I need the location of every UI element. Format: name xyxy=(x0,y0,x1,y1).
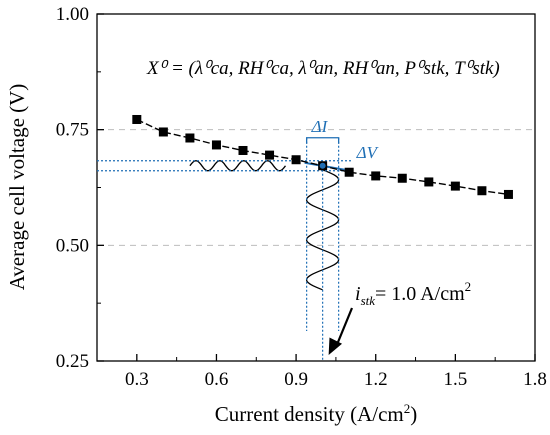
x-tick-label: 1.2 xyxy=(364,369,388,390)
i-stk-label: istk= 1.0 A/cm2 xyxy=(355,279,471,308)
data-point xyxy=(344,167,354,177)
x-axis-label-superscript: 2 xyxy=(404,401,411,416)
i-stk-subscript: stk xyxy=(361,293,376,308)
i-stk-unit-superscript: 2 xyxy=(465,279,472,294)
data-point xyxy=(265,150,275,160)
x-tick-label: 0.6 xyxy=(205,369,229,390)
data-point xyxy=(158,127,168,137)
data-point xyxy=(477,186,487,196)
data-point xyxy=(185,133,195,143)
data-point xyxy=(211,140,221,150)
y-tick-label: 0.50 xyxy=(56,235,89,256)
data-point xyxy=(424,177,434,187)
data-point xyxy=(132,114,142,124)
operating-point-arrow xyxy=(336,307,354,344)
y-axis-ticks: 0.25 0.50 0.75 1.00 xyxy=(56,4,104,372)
i-stk-value: = 1.0 A/cm xyxy=(375,283,465,305)
delta-i-label: ΔI xyxy=(311,117,329,136)
formula-label: X⁰ = (λ⁰ca, RH⁰ca, λ⁰an, RH⁰an, P⁰stk, T… xyxy=(146,58,500,79)
x-axis-label-text: Current density (A/cm xyxy=(215,402,404,426)
x-tick-label: 0.9 xyxy=(284,369,308,390)
series-markers xyxy=(132,114,513,199)
i-stk-symbol: i xyxy=(355,283,361,305)
x-axis-label-close: ) xyxy=(410,402,417,426)
y-tick-label: 0.25 xyxy=(56,351,89,372)
x-axis-ticks: 0.3 0.6 0.9 1.2 1.5 1.8 xyxy=(125,354,547,390)
arrow-head xyxy=(328,337,343,355)
voltage-response-wave xyxy=(189,160,287,172)
x-axis-label: Current density (A/cm2) xyxy=(215,401,417,426)
data-point xyxy=(238,145,248,155)
data-point xyxy=(503,189,513,199)
data-point xyxy=(450,181,460,191)
data-point xyxy=(397,173,407,183)
delta-i-bracket xyxy=(305,137,340,144)
grid xyxy=(97,129,535,246)
y-axis-label: Average cell voltage (V) xyxy=(5,84,29,291)
data-point xyxy=(291,155,301,165)
x-tick-label: 1.5 xyxy=(443,369,467,390)
x-tick-label: 1.8 xyxy=(523,369,547,390)
y-tick-label: 1.00 xyxy=(56,4,89,25)
data-point xyxy=(371,171,381,181)
y-tick-label: 0.75 xyxy=(56,120,89,141)
annotations: ΔI ΔV istk= 1.0 A/cm2 X⁰ = (λ⁰ca, RH⁰ca,… xyxy=(97,58,500,361)
delta-v-label: ΔV xyxy=(356,143,380,162)
x-tick-label: 0.3 xyxy=(125,369,149,390)
operating-point-marker xyxy=(319,162,326,169)
